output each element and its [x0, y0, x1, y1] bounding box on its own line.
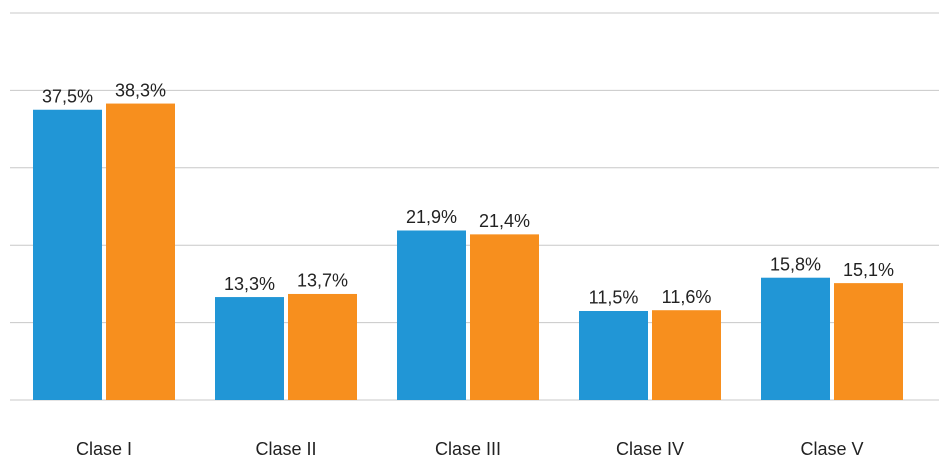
x-tick-label: Clase II — [255, 439, 316, 459]
value-label: 37,5% — [42, 87, 93, 107]
value-label: 11,6% — [662, 287, 712, 307]
bar — [470, 234, 539, 400]
value-label: 21,9% — [406, 207, 457, 227]
bar — [397, 230, 466, 400]
value-label: 13,7% — [297, 271, 348, 291]
bar — [579, 310, 648, 400]
x-tick-label: Clase V — [800, 439, 863, 459]
bar — [215, 297, 284, 400]
value-label: 38,3% — [115, 80, 166, 100]
value-label: 15,8% — [770, 254, 821, 274]
x-tick-label: Clase III — [435, 439, 501, 459]
x-tick-label: Clase IV — [616, 439, 684, 459]
bar — [652, 310, 721, 400]
value-label: 13,3% — [224, 274, 275, 294]
bar — [106, 103, 175, 401]
value-label: 21,4% — [479, 211, 530, 231]
value-label: 15,1% — [843, 260, 894, 280]
bar — [834, 283, 903, 400]
value-label: 11,5% — [589, 288, 639, 308]
x-tick-label: Clase I — [76, 439, 132, 459]
bar — [288, 293, 357, 400]
bar — [761, 277, 830, 400]
bar — [33, 109, 102, 400]
